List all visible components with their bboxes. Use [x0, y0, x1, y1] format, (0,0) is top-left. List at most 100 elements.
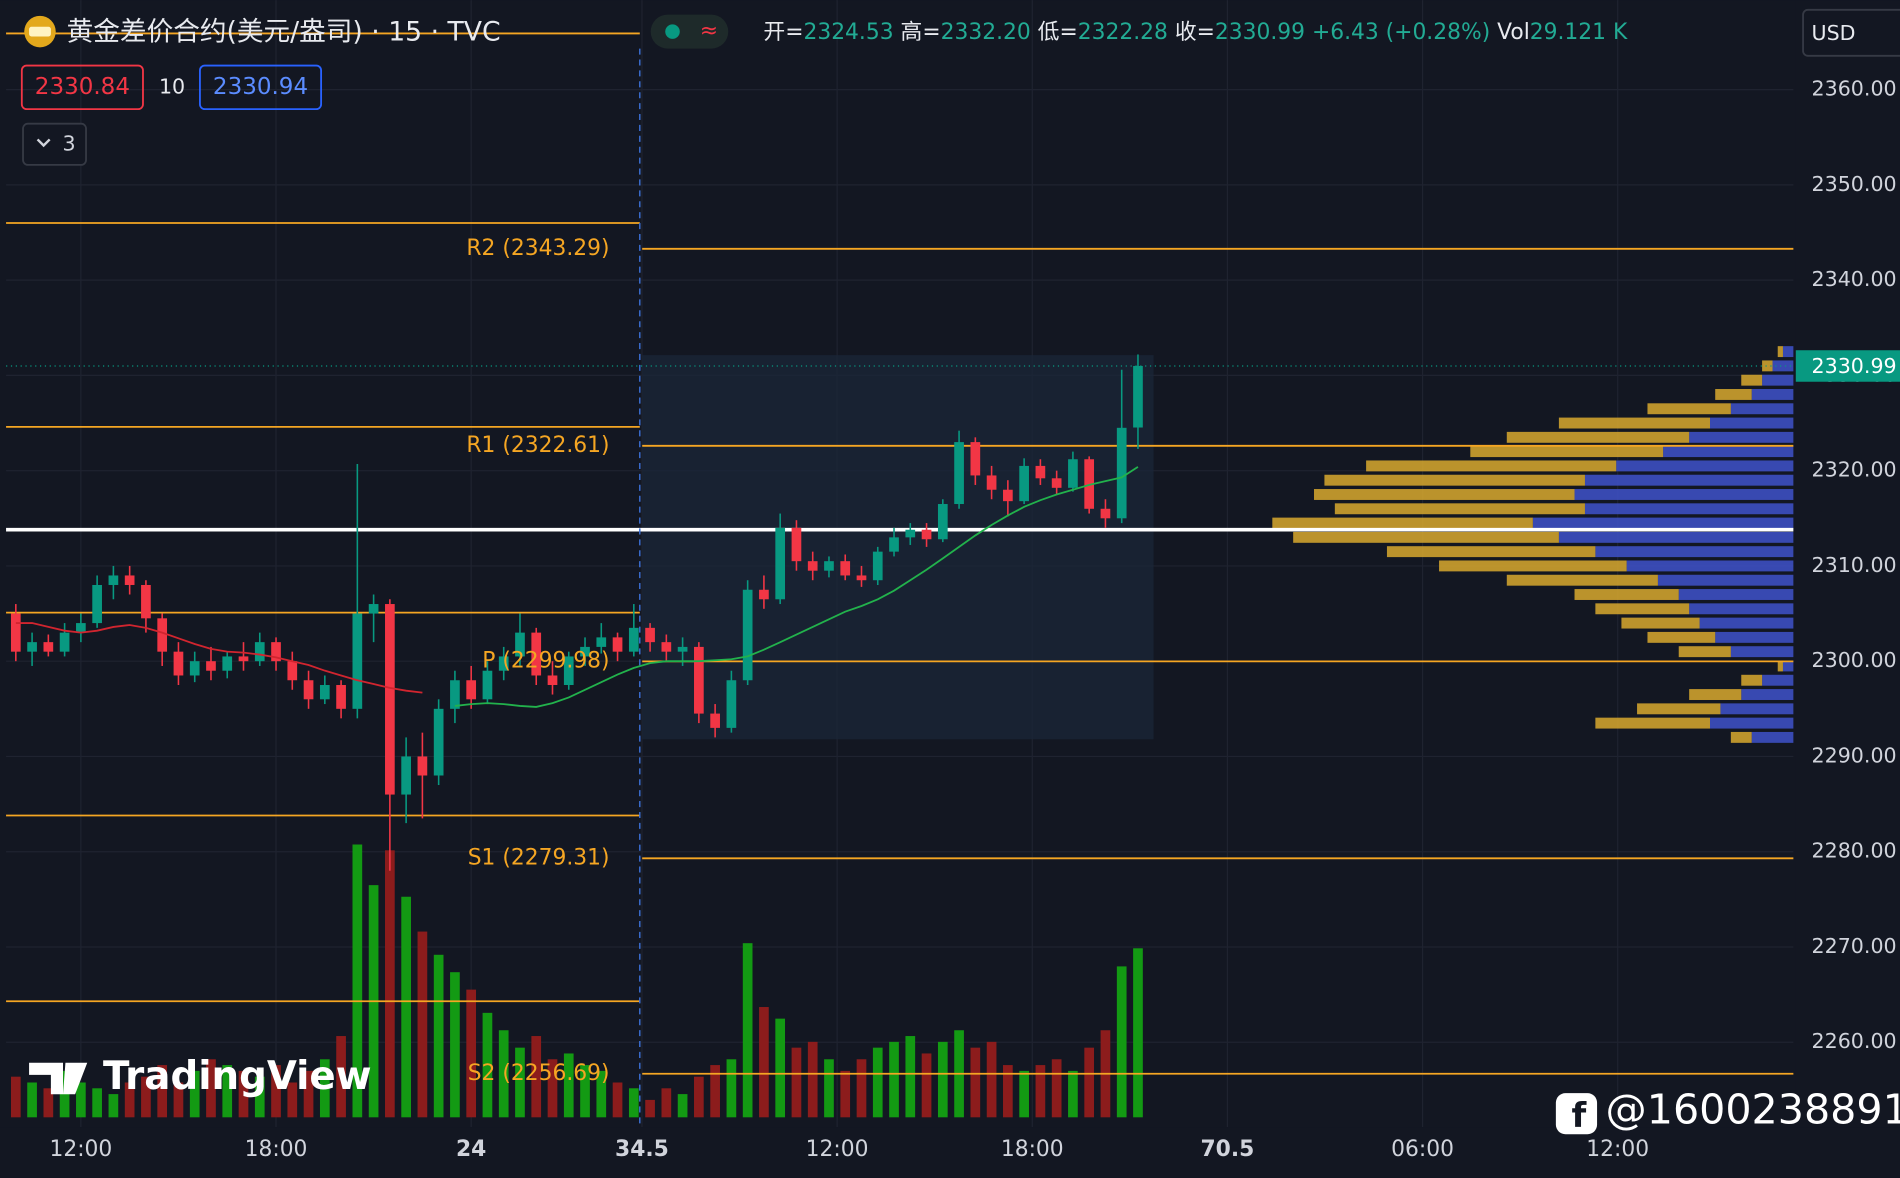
candle-body: [970, 442, 981, 476]
x-tick-label: 70.5: [1201, 1137, 1255, 1162]
moving-average: [454, 466, 1139, 708]
candle-body: [1051, 478, 1062, 488]
volume-bar: [580, 1065, 590, 1118]
candle-body: [856, 575, 867, 581]
candle-body: [954, 442, 964, 505]
symbol-icon-bar: [29, 26, 51, 37]
x-tick-label: 18:00: [1001, 1137, 1064, 1162]
credit-icon-f: f: [1572, 1096, 1588, 1135]
volume-bar: [433, 954, 444, 1118]
candle-body: [1003, 489, 1013, 502]
watermark: TradingView: [103, 1054, 372, 1099]
moving-average: [15, 622, 423, 694]
volume-bar: [937, 1041, 948, 1118]
chevron: [36, 138, 51, 148]
levels: [6, 32, 1794, 1075]
volume-bar: [1133, 948, 1143, 1118]
profile-down: [1782, 660, 1794, 672]
candle-body: [141, 584, 151, 619]
vol-key: Vol: [1497, 20, 1530, 45]
volume-bar: [645, 1099, 655, 1118]
candle-body: [759, 589, 769, 600]
volume-bar: [612, 1082, 623, 1118]
y-tick-label: 2350.00: [1812, 172, 1897, 196]
candle-body: [872, 551, 883, 581]
y-tick-label: 2320.00: [1812, 458, 1897, 482]
volume-bar: [76, 1082, 86, 1118]
profile-up: [1715, 389, 1752, 400]
candle-body: [254, 642, 265, 662]
status-dot: [665, 24, 680, 39]
status-icon: ≈: [700, 19, 718, 44]
candle-body: [92, 584, 102, 624]
candle-body: [694, 646, 704, 714]
profile-down: [1574, 489, 1794, 500]
y-tick-label: 2260.00: [1812, 1029, 1897, 1053]
profile-up: [1730, 731, 1752, 743]
status-pill: [650, 14, 729, 49]
candle-body: [498, 656, 509, 671]
pivot-label: R2 (2343.29): [466, 236, 609, 261]
volume-bar: [742, 943, 753, 1118]
indicator-count[interactable]: 3: [63, 131, 76, 155]
candle-body: [189, 661, 200, 676]
profile-down: [1626, 560, 1794, 572]
candle-body: [319, 685, 330, 700]
labels: R2 (2343.29) R1 (2322.61) P (2299.98) S1 (2…: [466, 236, 609, 1086]
currency-box[interactable]: [1802, 8, 1900, 57]
volume-bar: [1003, 1065, 1013, 1118]
profile-up: [1777, 660, 1783, 672]
profile-down: [1689, 431, 1794, 443]
volume-profile: [1272, 346, 1794, 743]
volume-bar: [271, 1065, 281, 1118]
volume-bar: [319, 1059, 330, 1118]
candle-body: [612, 637, 623, 652]
profile-down: [1616, 460, 1794, 472]
candle-body: [986, 475, 997, 490]
ask-price[interactable]: 2330.94: [213, 74, 308, 100]
candle-body: [43, 642, 54, 652]
profile-down: [1741, 689, 1794, 700]
price-axis: [1795, 0, 1900, 1178]
profile-up: [1689, 689, 1742, 700]
time-axis: [0, 1127, 1900, 1178]
candle-body: [287, 661, 298, 681]
candle-body: [1068, 459, 1078, 488]
volume-bar: [124, 1082, 135, 1118]
candle-body: [417, 756, 428, 776]
profile-up: [1293, 531, 1559, 543]
profile-down: [1678, 589, 1794, 600]
candles: [10, 354, 1143, 871]
volume-bar: [840, 1070, 851, 1118]
open-value: 2324.53: [803, 20, 893, 45]
candle-body: [710, 713, 720, 728]
indicator-toggle[interactable]: [22, 122, 87, 166]
pivot-label: S1 (2279.31): [468, 845, 610, 870]
profile-down: [1730, 403, 1794, 415]
bid-price[interactable]: 2330.84: [35, 74, 130, 100]
symbol-title: 黄金差价合约(美元/盎司) · 15 · TVC: [67, 16, 501, 47]
candle-body: [222, 656, 233, 671]
credit-icon: [1555, 1093, 1598, 1135]
profile-up: [1366, 460, 1617, 472]
volume-bar: [238, 1070, 249, 1118]
candle-body: [905, 529, 916, 538]
volume-bar: [1035, 1065, 1046, 1118]
candle-body: [352, 613, 363, 709]
volume-bar: [677, 1094, 688, 1118]
profile-up: [1595, 603, 1690, 615]
volume-bar: [563, 1053, 574, 1118]
volume-bar: [189, 1070, 200, 1118]
ask-box[interactable]: [199, 64, 323, 111]
profile-down: [1751, 731, 1794, 743]
profile-up: [1470, 446, 1664, 458]
y-tick-label: 2340.00: [1812, 267, 1897, 291]
profile-down: [1751, 389, 1794, 400]
bid-box[interactable]: [20, 64, 144, 111]
profile-up: [1647, 403, 1731, 415]
profile-up: [1272, 517, 1533, 529]
candle-body: [76, 623, 86, 633]
currency[interactable]: USD: [1812, 21, 1856, 45]
spread: 10: [159, 74, 185, 98]
profile-up: [1334, 503, 1585, 515]
